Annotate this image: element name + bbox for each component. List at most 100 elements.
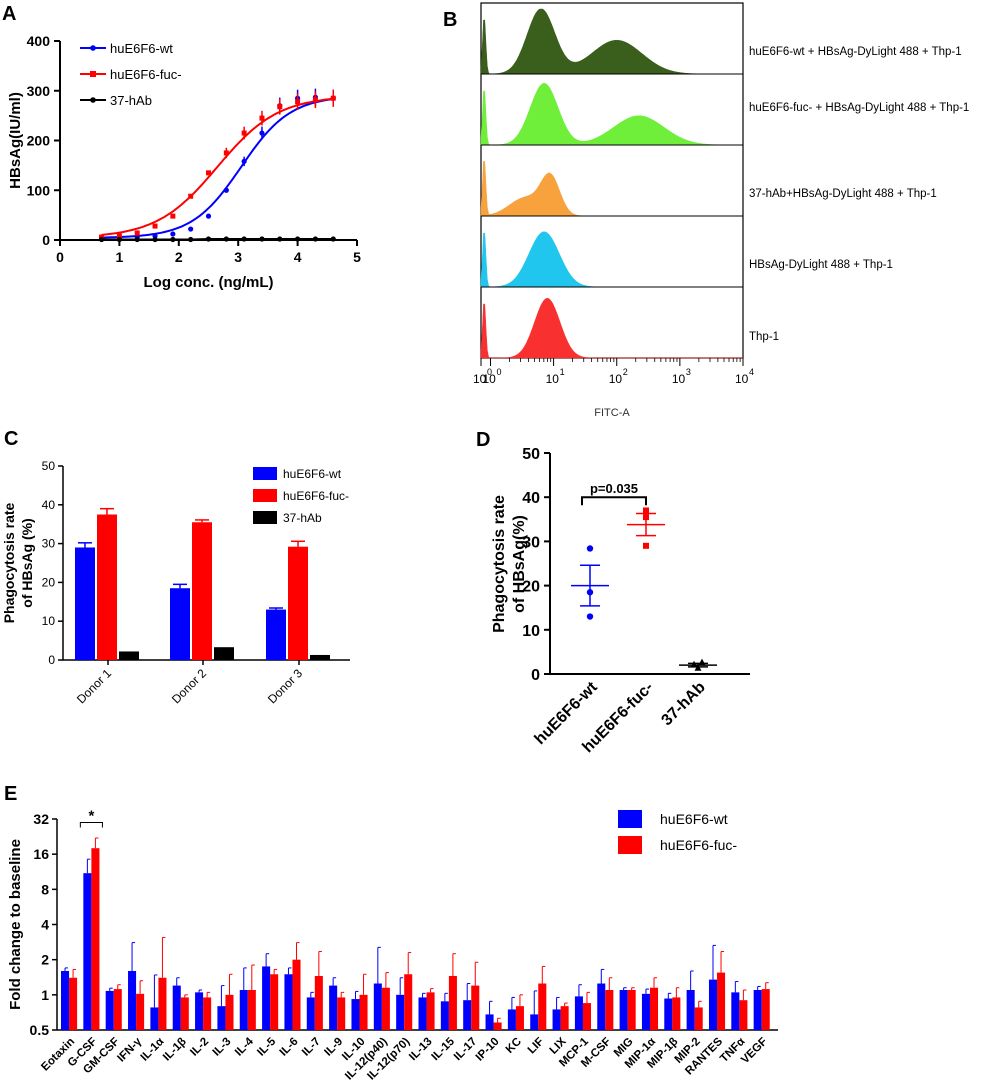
y-tick-label: 0 <box>48 653 55 667</box>
x-tick-exponent: 2 <box>623 367 628 377</box>
data-point <box>295 99 301 105</box>
data-point <box>223 150 229 156</box>
legend-label: huE6F6-fuc- <box>283 489 349 503</box>
track-label-0: huE6F6-wt + HBsAg-DyLight 488 + Thp-1 <box>749 46 962 58</box>
bar-huE6F6-wt <box>329 985 338 1030</box>
data-point <box>295 236 301 242</box>
bar-huE6F6-wt <box>172 985 181 1030</box>
data-point <box>312 97 318 103</box>
bar-huE6F6-fuc- <box>381 987 390 1030</box>
data-point <box>170 231 176 237</box>
bar-huE6F6-wt <box>753 989 762 1030</box>
track-label-3: HBsAg-DyLight 488 + Thp-1 <box>749 259 893 271</box>
bar-huE6F6-wt <box>396 994 405 1030</box>
x-tick-label: 10 <box>609 372 623 386</box>
bar-huE6F6-fuc- <box>672 997 681 1030</box>
bar-huE6F6-fuc- <box>739 1000 748 1030</box>
panel-label-e: E <box>4 783 17 805</box>
x-tick-label: IL-3 <box>211 1036 234 1059</box>
bar-huE6F6-wt <box>418 997 427 1030</box>
bar-huE6F6-fuc- <box>247 989 256 1030</box>
legend-swatch <box>618 836 642 854</box>
bar-huE6F6-fuc- <box>225 994 234 1030</box>
bar-huE6F6-fuc- <box>605 989 614 1030</box>
bar-huE6F6-fuc- <box>292 959 301 1030</box>
x-tick-label: IL-15 <box>430 1035 458 1063</box>
legend-label: huE6F6-fuc- <box>660 837 737 853</box>
bar-huE6F6-fuc- <box>471 985 480 1030</box>
legend-label: 37-hAb <box>283 511 322 525</box>
bar-huE6F6-fuc- <box>404 974 413 1030</box>
x-tick-label: 3 <box>234 249 242 265</box>
y-tick-label: 8 <box>41 881 49 897</box>
data-point <box>643 507 649 514</box>
y-tick-label: 20 <box>42 575 56 589</box>
x-tick-label: 37-hAb <box>658 679 709 730</box>
bar-huE6F6-wt <box>128 970 137 1030</box>
x-tick-label: Donor 3 <box>265 666 305 706</box>
x-tick-label: 4 <box>294 249 302 265</box>
bar-huE6F6-fuc- <box>91 848 100 1030</box>
y-tick-label: 2 <box>41 952 49 968</box>
bar-37-hAb <box>310 654 330 660</box>
y-tick-label: 10 <box>522 623 540 640</box>
bar-huE6F6-fuc- <box>270 974 279 1030</box>
panel-label-b: B <box>443 9 457 31</box>
data-point <box>277 104 283 110</box>
bar-huE6F6-wt <box>619 989 628 1030</box>
bar-huE6F6-wt <box>641 993 650 1030</box>
panel-label-c: C <box>4 428 18 450</box>
panel-a: A 0 100 200 300 400 0 1 2 3 4 5 Log conc. (ng/mL) HBs… <box>2 3 361 291</box>
track-label-2: 37-hAb+HBsAg-DyLight 488 + Thp-1 <box>749 188 937 200</box>
bar-huE6F6-fuc- <box>582 1003 591 1030</box>
histogram-1 <box>480 82 743 146</box>
legend-swatch <box>618 810 642 828</box>
bar-huE6F6-fuc- <box>136 993 145 1030</box>
data-point <box>223 187 229 193</box>
bar-huE6F6-fuc- <box>515 1006 524 1030</box>
bar-huE6F6-wt <box>75 547 95 660</box>
bar-huE6F6-fuc- <box>694 1007 703 1030</box>
bar-huE6F6-fuc- <box>314 975 323 1030</box>
histogram-0 <box>480 8 743 75</box>
x-tick-exponent: 0 <box>496 367 501 377</box>
data-point <box>259 115 265 121</box>
data-point <box>152 236 158 243</box>
bar-huE6F6-fuc- <box>538 983 547 1030</box>
x-tick-label: Donor 1 <box>74 666 114 706</box>
bar-huE6F6-wt <box>708 979 718 1030</box>
data-point <box>586 613 594 620</box>
bar-37-hAb <box>119 651 139 660</box>
x-tick-exponent: 3 <box>686 367 691 377</box>
y-tick-label: 10 <box>42 614 56 628</box>
data-point <box>259 130 265 136</box>
bar-huE6F6-fuc- <box>113 989 122 1030</box>
x-tick-label: 0 <box>56 249 64 265</box>
p-value-label: p=0.035 <box>590 481 638 496</box>
y-axis-title: Fold change to baseline <box>7 839 24 1010</box>
y-tick-label: 0 <box>531 667 540 684</box>
x-tick-label: 1 <box>116 249 124 265</box>
bar-37-hAb <box>214 647 234 660</box>
bar-huE6F6-wt <box>686 989 695 1030</box>
data-point <box>223 236 229 242</box>
data-point <box>170 213 176 219</box>
histogram-4 <box>480 298 743 359</box>
bar-huE6F6-fuc- <box>69 977 78 1030</box>
fit-curve-huE6F6-wt <box>101 98 334 239</box>
y-tick-label: 32 <box>33 811 49 827</box>
histogram-3 <box>480 231 743 288</box>
y-tick-label: 400 <box>27 33 51 49</box>
bar-huE6F6-fuc- <box>448 975 457 1030</box>
x-axis-title: Log conc. (ng/mL) <box>144 274 274 291</box>
data-point <box>259 236 265 242</box>
legend-label: huE6F6-fuc- <box>110 67 182 82</box>
bar-huE6F6-wt <box>597 983 606 1030</box>
bar-huE6F6-fuc- <box>337 997 346 1030</box>
legend-swatch <box>253 467 277 480</box>
bar-huE6F6-wt <box>105 990 114 1030</box>
y-tick-label: 4 <box>41 917 49 933</box>
